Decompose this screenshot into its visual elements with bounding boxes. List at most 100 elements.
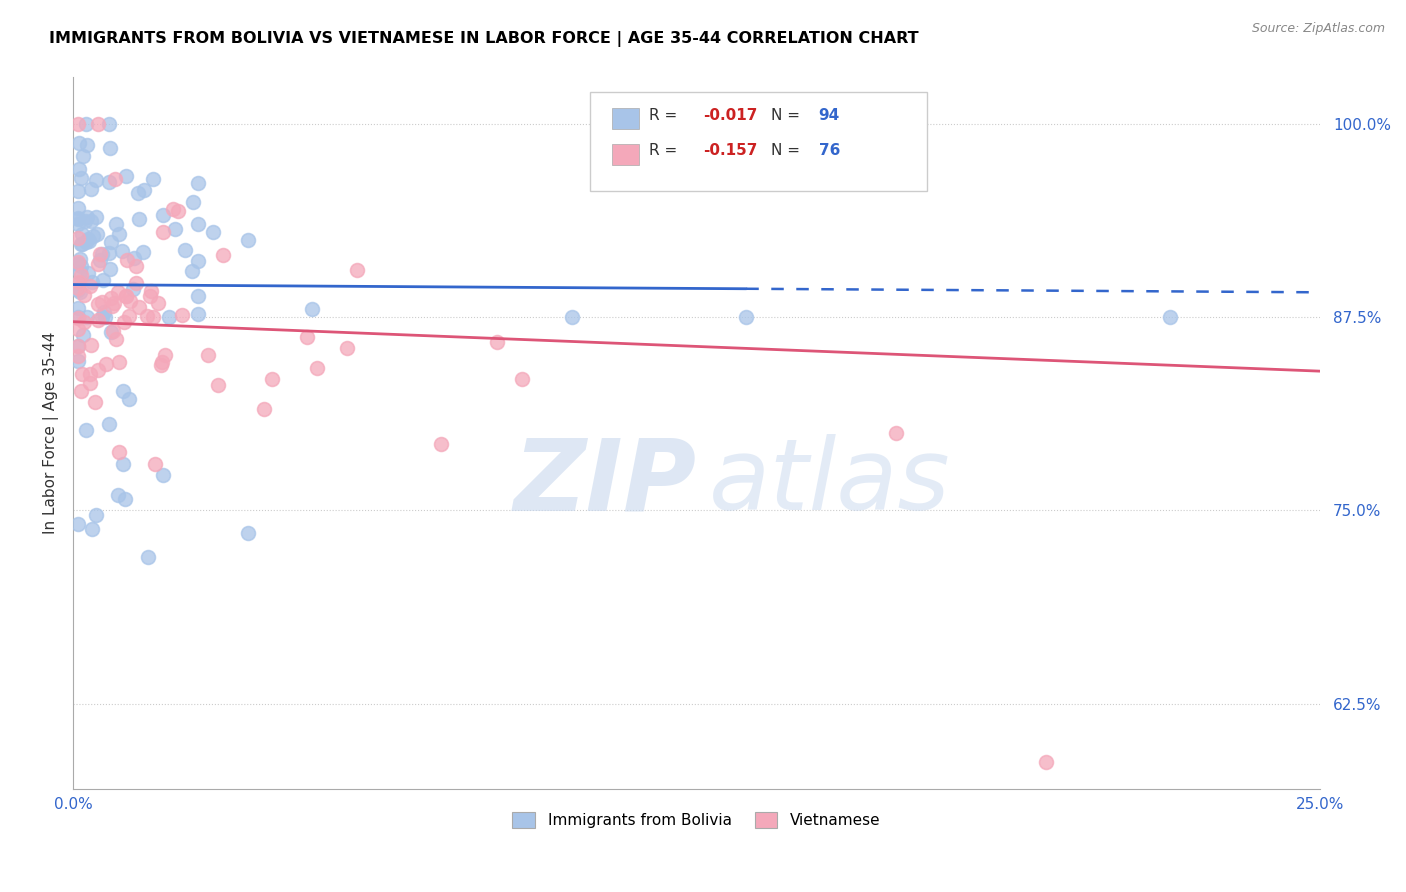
Point xyxy=(84,211,107,225)
Point xyxy=(73,315,96,329)
Point xyxy=(104,171,127,186)
Point xyxy=(90,310,112,324)
Text: R =: R = xyxy=(650,144,678,158)
Point xyxy=(128,212,150,227)
Point xyxy=(107,488,129,502)
Point xyxy=(66,339,89,353)
Point xyxy=(76,310,98,324)
Point xyxy=(73,214,96,228)
Point xyxy=(82,523,104,537)
Point xyxy=(79,214,101,228)
Point xyxy=(75,117,97,131)
Point xyxy=(143,457,166,471)
Point xyxy=(136,549,159,564)
Point xyxy=(66,217,89,231)
Point xyxy=(111,244,134,259)
Point xyxy=(72,288,94,302)
Point xyxy=(118,294,141,309)
Point xyxy=(884,425,907,440)
Point xyxy=(77,235,100,249)
Point xyxy=(112,315,135,329)
Point xyxy=(510,372,533,386)
Point xyxy=(295,329,318,343)
Point xyxy=(142,172,165,186)
Point xyxy=(79,337,101,351)
Point xyxy=(98,175,121,189)
Point xyxy=(72,328,94,343)
Point xyxy=(115,253,138,268)
Point xyxy=(152,467,174,482)
Point xyxy=(181,194,204,209)
Point xyxy=(336,341,359,355)
Point xyxy=(66,212,89,227)
Point xyxy=(735,310,758,324)
Text: 76: 76 xyxy=(818,144,839,158)
Point xyxy=(94,358,117,372)
Point xyxy=(121,282,143,296)
Point xyxy=(87,297,110,311)
Point xyxy=(91,295,114,310)
Point xyxy=(307,360,329,375)
Point xyxy=(80,275,103,289)
Point xyxy=(132,244,155,259)
Point xyxy=(82,229,104,244)
Point xyxy=(69,265,91,279)
Point xyxy=(207,378,229,392)
Point xyxy=(66,280,89,294)
Point xyxy=(211,248,233,262)
Point xyxy=(91,273,114,287)
Point xyxy=(75,423,97,437)
Point xyxy=(101,324,124,338)
Point xyxy=(66,117,89,131)
Point xyxy=(66,201,89,215)
Point xyxy=(76,266,98,280)
Point xyxy=(114,169,136,183)
Point xyxy=(70,227,93,241)
Text: atlas: atlas xyxy=(709,434,950,532)
Bar xyxy=(612,144,640,165)
Point xyxy=(70,170,93,185)
Point xyxy=(301,302,323,317)
Point xyxy=(89,252,111,267)
Point xyxy=(100,291,122,305)
Point xyxy=(98,141,121,155)
Point xyxy=(104,332,127,346)
Point xyxy=(236,526,259,541)
Point xyxy=(101,299,124,313)
Point xyxy=(187,217,209,231)
Point xyxy=(84,173,107,187)
Point xyxy=(157,310,180,324)
Point xyxy=(252,402,274,417)
Point xyxy=(66,349,89,363)
Point xyxy=(174,243,197,257)
Point xyxy=(66,257,89,271)
Point xyxy=(89,247,111,261)
Y-axis label: In Labor Force | Age 35-44: In Labor Force | Age 35-44 xyxy=(44,332,59,534)
FancyBboxPatch shape xyxy=(591,92,927,191)
Point xyxy=(139,285,162,299)
Point xyxy=(172,308,194,322)
Point xyxy=(98,117,121,131)
Text: N =: N = xyxy=(772,144,800,158)
Point xyxy=(128,300,150,314)
Point xyxy=(139,289,162,303)
Point xyxy=(66,322,89,336)
Text: Source: ZipAtlas.com: Source: ZipAtlas.com xyxy=(1251,22,1385,36)
Point xyxy=(136,309,159,323)
Point xyxy=(187,307,209,321)
Point xyxy=(561,310,583,324)
Point xyxy=(75,235,97,249)
Point xyxy=(66,231,89,245)
Point xyxy=(485,334,508,349)
Text: -0.157: -0.157 xyxy=(703,144,756,158)
Point xyxy=(67,136,90,150)
Point xyxy=(76,211,98,225)
Point xyxy=(152,208,174,222)
Point xyxy=(69,252,91,266)
Point xyxy=(187,176,209,190)
Point xyxy=(66,516,89,531)
Point xyxy=(97,417,120,431)
Point xyxy=(87,117,110,131)
Point xyxy=(91,247,114,261)
Point xyxy=(150,354,173,368)
